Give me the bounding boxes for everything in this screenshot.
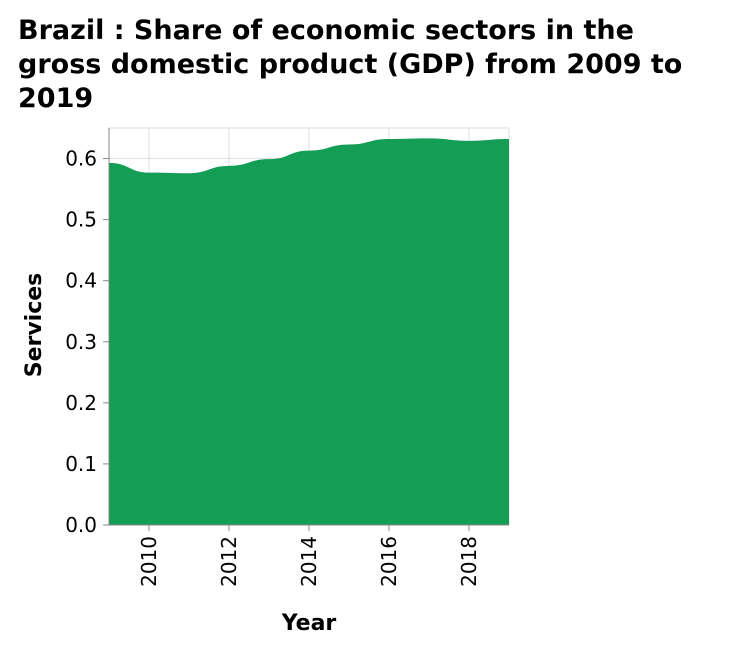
y-tick-label: 0.0 [65, 513, 97, 537]
y-axis-title: Services [22, 273, 47, 378]
y-tick-label: 0.1 [65, 452, 97, 476]
plot-area [109, 138, 509, 526]
x-tick-label: 2016 [377, 536, 401, 587]
x-axis-title: Year [281, 611, 337, 636]
x-tick-label: 2012 [217, 536, 241, 587]
x-tick-label: 2014 [297, 536, 321, 587]
y-tick-label: 0.3 [65, 330, 97, 354]
y-tick-label: 0.2 [65, 391, 97, 415]
y-tick-label: 0.5 [65, 208, 97, 232]
axes: 0.0 0.1 0.2 0.3 0.4 0.5 0.6 2010 2012 2014 2016 201… [65, 128, 509, 587]
chart-title: Brazil : Share of economic sectors in th… [18, 15, 683, 114]
y-tick-label: 0.6 [65, 147, 97, 171]
services-area [109, 138, 509, 526]
x-tick-label: 2010 [137, 536, 161, 587]
x-tick-label: 2018 [457, 536, 481, 587]
y-tick-label: 0.4 [65, 269, 97, 293]
